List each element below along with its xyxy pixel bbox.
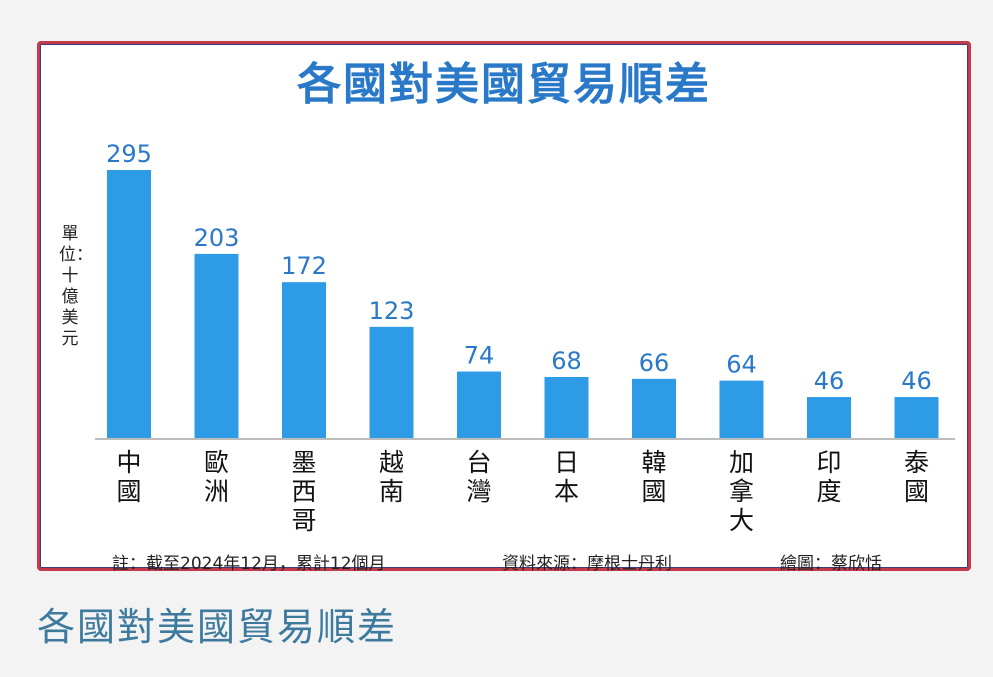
tick-label-3: 墨西哥 <box>291 448 316 535</box>
tick-label-4: 越南 <box>379 448 404 506</box>
footer-source: 資料來源：摩根士丹利 <box>502 554 672 574</box>
bar-4 <box>369 326 414 439</box>
data-label-1: 295 <box>106 140 152 168</box>
tick-label-5: 台灣 <box>466 448 491 506</box>
tick-label-10: 泰國 <box>904 448 929 506</box>
data-label-5: 74 <box>464 342 495 370</box>
data-label-3: 172 <box>281 252 327 280</box>
bar-10 <box>894 397 939 439</box>
footer-credit: 繪圖：蔡欣恬 <box>780 554 882 574</box>
data-label-10: 46 <box>901 367 932 395</box>
bar-8 <box>719 380 764 439</box>
tick-label-6: 日本 <box>554 448 579 506</box>
data-label-8: 64 <box>726 351 757 379</box>
bar-1 <box>107 170 151 439</box>
bar-7 <box>632 378 676 439</box>
bar-6 <box>544 376 589 439</box>
bar-3 <box>282 282 326 439</box>
data-label-6: 68 <box>551 347 582 375</box>
data-label-2: 203 <box>194 224 240 252</box>
data-label-9: 46 <box>814 367 845 395</box>
tick-label-1: 中國 <box>116 448 141 506</box>
data-label-7: 66 <box>639 349 670 377</box>
image-caption: 各國對美國貿易順差 <box>37 605 398 649</box>
data-label-4: 123 <box>369 297 415 325</box>
bar-5 <box>457 371 501 439</box>
tick-label-8: 加拿大 <box>729 448 754 535</box>
tick-label-9: 印度 <box>816 448 841 506</box>
bar-chart: 295 中國 203 歐洲 172 墨西哥 123 越南 74 台灣 68 日本 66 韓國 64 加拿大 46… <box>95 140 955 535</box>
tick-label-2: 歐洲 <box>204 448 229 506</box>
footer-note: 註：截至2024年12月，累計12個月 <box>112 554 386 574</box>
chart-frame: 各國對美國貿易順差 單位：十億美元 295 中國 203 歐洲 172 墨西哥 123 越南 7… <box>37 41 971 574</box>
tick-label-7: 韓國 <box>641 448 666 506</box>
bar-9 <box>807 397 851 439</box>
bar-2 <box>194 253 239 439</box>
chart-title: 各國對美國貿易順差 <box>297 59 711 110</box>
